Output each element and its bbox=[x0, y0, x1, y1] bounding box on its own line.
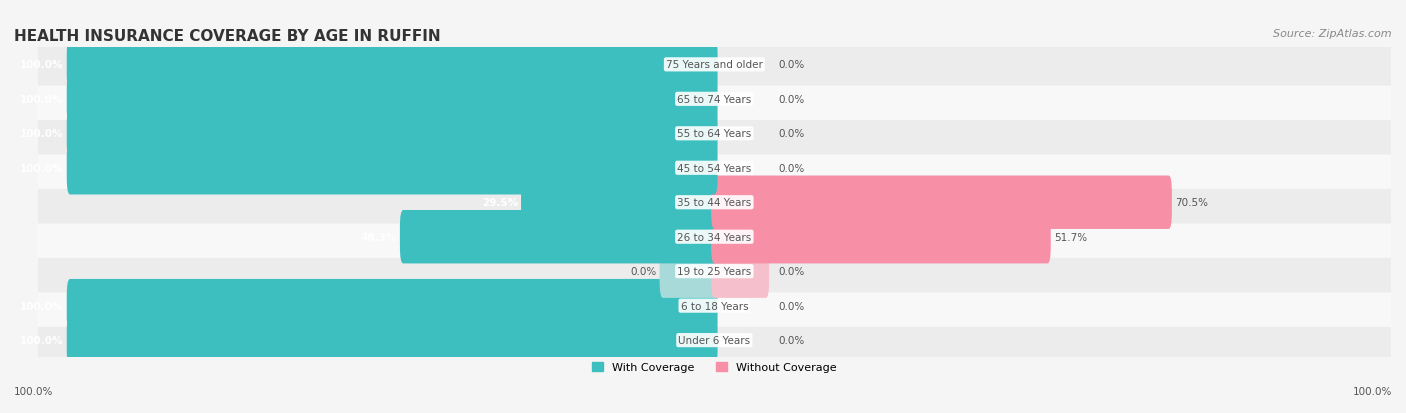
Text: 0.0%: 0.0% bbox=[779, 60, 806, 70]
FancyBboxPatch shape bbox=[38, 319, 1391, 361]
Text: 0.0%: 0.0% bbox=[779, 129, 806, 139]
FancyBboxPatch shape bbox=[66, 107, 717, 161]
Text: 100.0%: 100.0% bbox=[20, 335, 63, 345]
FancyBboxPatch shape bbox=[711, 245, 769, 298]
Text: 65 to 74 Years: 65 to 74 Years bbox=[678, 95, 751, 104]
FancyBboxPatch shape bbox=[66, 38, 717, 92]
FancyBboxPatch shape bbox=[38, 78, 1391, 121]
Text: 100.0%: 100.0% bbox=[20, 95, 63, 104]
Text: 0.0%: 0.0% bbox=[630, 266, 657, 277]
Text: 0.0%: 0.0% bbox=[779, 301, 806, 311]
FancyBboxPatch shape bbox=[38, 147, 1391, 190]
FancyBboxPatch shape bbox=[711, 211, 1050, 264]
FancyBboxPatch shape bbox=[38, 182, 1391, 224]
FancyBboxPatch shape bbox=[38, 113, 1391, 155]
Text: 48.3%: 48.3% bbox=[360, 232, 396, 242]
FancyBboxPatch shape bbox=[66, 142, 717, 195]
Text: Under 6 Years: Under 6 Years bbox=[678, 335, 751, 345]
Text: HEALTH INSURANCE COVERAGE BY AGE IN RUFFIN: HEALTH INSURANCE COVERAGE BY AGE IN RUFF… bbox=[14, 29, 440, 44]
Text: 100.0%: 100.0% bbox=[14, 387, 53, 396]
FancyBboxPatch shape bbox=[711, 176, 1173, 229]
Text: 6 to 18 Years: 6 to 18 Years bbox=[681, 301, 748, 311]
Text: 45 to 54 Years: 45 to 54 Years bbox=[678, 164, 751, 173]
Text: Source: ZipAtlas.com: Source: ZipAtlas.com bbox=[1274, 29, 1392, 39]
Text: 0.0%: 0.0% bbox=[779, 335, 806, 345]
Text: 100.0%: 100.0% bbox=[20, 60, 63, 70]
FancyBboxPatch shape bbox=[659, 245, 717, 298]
FancyBboxPatch shape bbox=[38, 216, 1391, 258]
FancyBboxPatch shape bbox=[66, 279, 717, 332]
Legend: With Coverage, Without Coverage: With Coverage, Without Coverage bbox=[588, 358, 841, 377]
Text: 100.0%: 100.0% bbox=[20, 164, 63, 173]
Text: 0.0%: 0.0% bbox=[779, 164, 806, 173]
Text: 55 to 64 Years: 55 to 64 Years bbox=[678, 129, 751, 139]
FancyBboxPatch shape bbox=[66, 313, 717, 367]
FancyBboxPatch shape bbox=[66, 73, 717, 126]
Text: 35 to 44 Years: 35 to 44 Years bbox=[678, 198, 751, 208]
Text: 19 to 25 Years: 19 to 25 Years bbox=[678, 266, 751, 277]
Text: 26 to 34 Years: 26 to 34 Years bbox=[678, 232, 751, 242]
Text: 100.0%: 100.0% bbox=[20, 301, 63, 311]
Text: 75 Years and older: 75 Years and older bbox=[666, 60, 763, 70]
Text: 29.5%: 29.5% bbox=[482, 198, 517, 208]
Text: 100.0%: 100.0% bbox=[20, 129, 63, 139]
Text: 100.0%: 100.0% bbox=[1353, 387, 1392, 396]
Text: 0.0%: 0.0% bbox=[779, 95, 806, 104]
FancyBboxPatch shape bbox=[399, 211, 717, 264]
FancyBboxPatch shape bbox=[38, 44, 1391, 86]
FancyBboxPatch shape bbox=[38, 285, 1391, 327]
Text: 70.5%: 70.5% bbox=[1175, 198, 1208, 208]
Text: 0.0%: 0.0% bbox=[779, 266, 806, 277]
FancyBboxPatch shape bbox=[38, 250, 1391, 293]
Text: 51.7%: 51.7% bbox=[1054, 232, 1087, 242]
FancyBboxPatch shape bbox=[522, 176, 717, 229]
